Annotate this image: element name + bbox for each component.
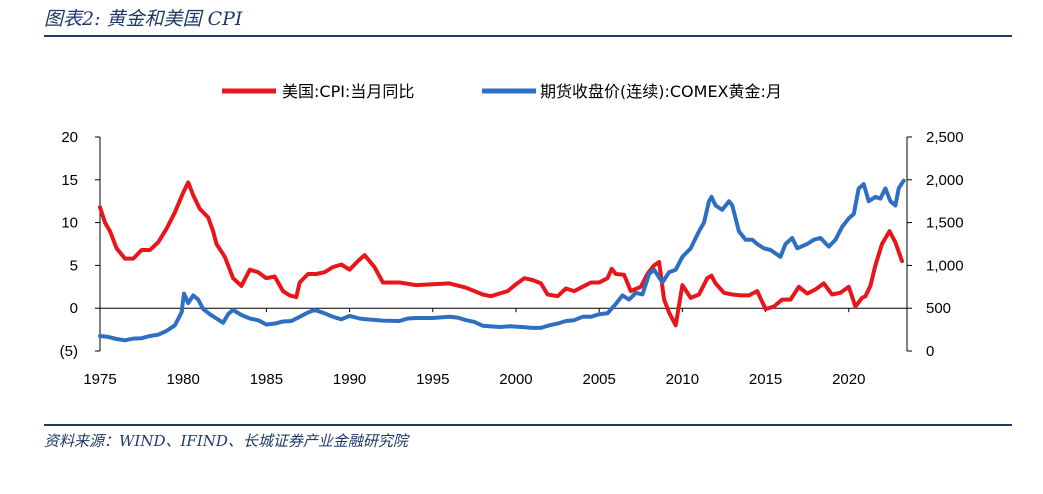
y-left-tick-label: 5 — [70, 257, 78, 274]
x-tick-label: 1985 — [250, 371, 283, 388]
x-tick-label: 2020 — [832, 371, 865, 388]
x-tick-label: 2005 — [582, 371, 615, 388]
plot-area — [98, 178, 906, 343]
title-rule — [44, 35, 1012, 37]
x-tick-label: 2000 — [499, 371, 532, 388]
y-left-tick-label: 15 — [61, 172, 78, 189]
legend: 美国:CPI:当月同比 期货收盘价(连续):COMEX黄金:月 — [222, 82, 782, 101]
x-tick-label: 1995 — [416, 371, 449, 388]
y-right-tick-label: 500 — [926, 300, 951, 317]
y-right-tick-label: 1,500 — [926, 215, 964, 232]
y-right-tick-label: 1,000 — [926, 257, 964, 274]
source-rule — [44, 424, 1012, 426]
x-tick-label: 1980 — [167, 371, 200, 388]
y-left-tick-label: 10 — [61, 215, 78, 232]
legend-label-gold: 期货收盘价(连续):COMEX黄金:月 — [540, 82, 782, 101]
series-line-cpi — [98, 180, 904, 328]
series-line-gold — [98, 178, 906, 343]
y-right-tick-label: 0 — [926, 343, 934, 360]
source-note: 资料来源：WIND、IFIND、长城证券产业金融研究院 — [44, 432, 408, 450]
x-tick-label: 2010 — [666, 371, 699, 388]
y-right-tick-label: 2,000 — [926, 172, 964, 189]
x-tick-label: 1990 — [333, 371, 366, 388]
y-right-tick-label: 2,500 — [926, 129, 964, 146]
x-tick-label: 2015 — [749, 371, 782, 388]
y-left-tick-label: 0 — [70, 300, 78, 317]
y-left-tick-label: 20 — [61, 129, 78, 146]
x-tick-label: 1975 — [83, 371, 116, 388]
y-left-tick-label: (5) — [60, 343, 78, 360]
legend-label-cpi: 美国:CPI:当月同比 — [282, 82, 414, 101]
figure-title: 图表2: 黄金和美国 CPI — [44, 8, 243, 30]
